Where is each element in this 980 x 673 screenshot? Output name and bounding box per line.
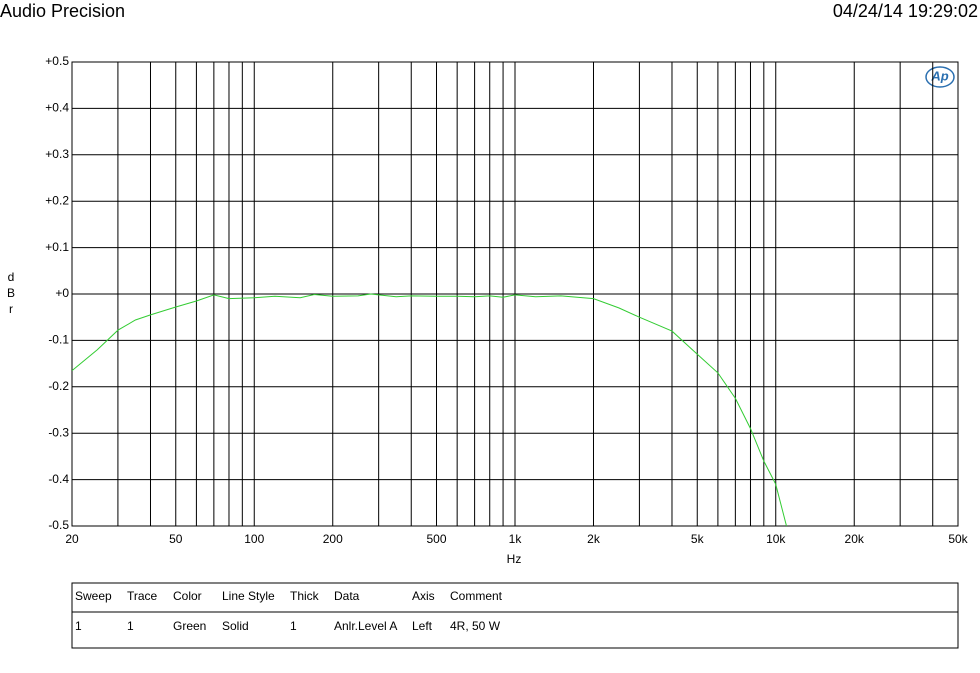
legend-cell: 1 <box>290 619 297 633</box>
legend-header: Axis <box>412 589 435 603</box>
legend-cell: Solid <box>222 619 249 633</box>
legend-table <box>71 582 959 649</box>
legend-header: Line Style <box>222 589 275 603</box>
timestamp: 04/24/14 19:29:02 <box>833 1 978 21</box>
legend-header: Sweep <box>75 589 112 603</box>
x-tick-label: 50k <box>948 532 968 546</box>
legend-cell: Green <box>173 619 206 633</box>
legend-header: Comment <box>450 589 503 603</box>
y-tick-label: -0.5 <box>48 518 69 532</box>
chart-title: Audio Precision <box>0 1 125 21</box>
y-tick-label: +0.1 <box>45 240 69 254</box>
y-tick-label: -0.4 <box>48 472 69 486</box>
x-tick-label: 20k <box>845 532 865 546</box>
x-tick-label: 5k <box>691 532 705 546</box>
x-tick-label: 1k <box>509 532 523 546</box>
legend-header: Color <box>173 589 202 603</box>
legend-header: Trace <box>127 589 158 603</box>
y-tick-label: +0.3 <box>45 147 69 161</box>
x-tick-label: 2k <box>587 532 601 546</box>
x-tick-label: 200 <box>323 532 343 546</box>
legend-cell: 4R, 50 W <box>450 619 501 633</box>
legend-header: Data <box>334 589 360 603</box>
x-tick-label: 500 <box>426 532 446 546</box>
y-axis-label: dBr <box>4 270 18 318</box>
legend-cell: Anlr.Level A <box>334 619 397 633</box>
y-tick-label: -0.2 <box>48 379 69 393</box>
y-tick-label: +0.4 <box>45 101 69 115</box>
x-axis-label: Hz <box>507 552 522 566</box>
y-tick-label: -0.3 <box>48 425 69 439</box>
logo: Ap <box>930 68 948 83</box>
logo-ring <box>925 66 955 88</box>
legend-cell: Left <box>412 619 433 633</box>
trace <box>72 293 787 526</box>
y-tick-label: +0.5 <box>45 54 69 68</box>
x-tick-label: 50 <box>169 532 183 546</box>
y-tick-label: +0.2 <box>45 193 69 207</box>
legend-cell: 1 <box>75 619 82 633</box>
legend-cell: 1 <box>127 619 134 633</box>
x-tick-label: 10k <box>766 532 786 546</box>
legend-header: Thick <box>290 589 320 603</box>
y-tick-label: -0.1 <box>48 333 69 347</box>
x-tick-label: 20 <box>65 532 79 546</box>
y-tick-label: +0 <box>55 286 69 300</box>
x-tick-label: 100 <box>244 532 264 546</box>
